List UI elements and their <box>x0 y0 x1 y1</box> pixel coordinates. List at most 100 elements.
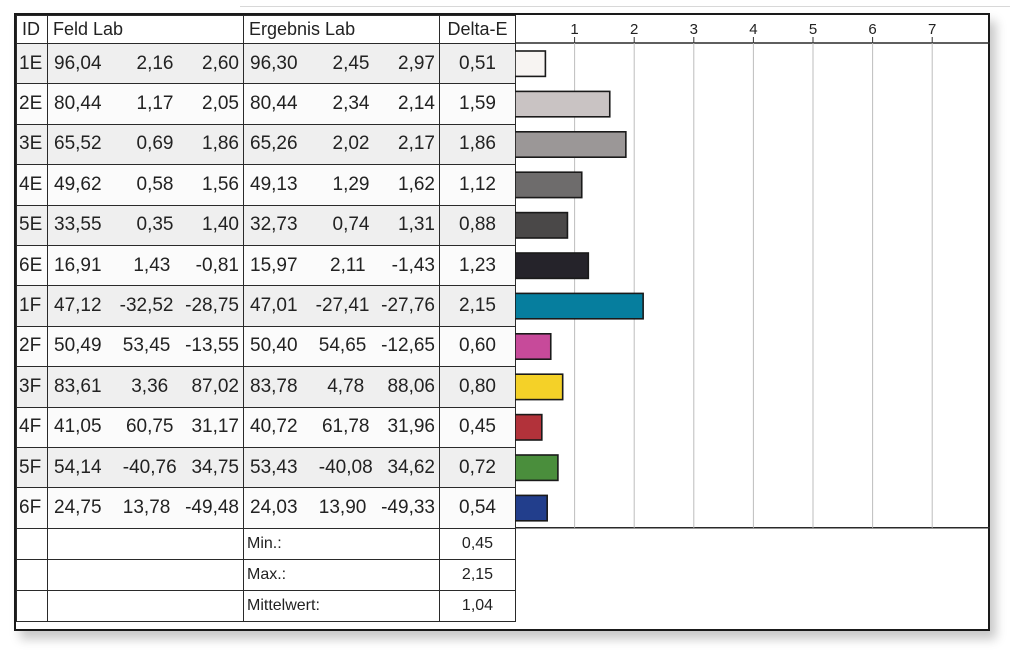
ergebnis-lab-cell: 50,40 54,65 -12,65 <box>243 325 440 368</box>
lab-l-value: 80,44 <box>54 93 102 115</box>
x-tick-label: 3 <box>690 21 698 38</box>
lab-a-value: 13,78 <box>122 496 171 518</box>
ergebnis-lab-cell: 83,78 4,78 88,06 <box>243 366 440 408</box>
table-row: 6F 24,75 13,78 -49,48 24,03 13,90 -49,33 0,54 <box>16 487 516 529</box>
lab-a-value: 13,90 <box>318 496 367 518</box>
summary-label: Min.: <box>243 527 440 560</box>
lab-b-value: 1,86 <box>202 133 239 155</box>
table-row: 5F 54,14 -40,76 34,75 53,43 -40,08 34,62 0,72 <box>16 446 516 489</box>
ergebnis-lab-cell: 24,03 13,90 -49,33 <box>243 487 440 529</box>
delta-e-value: 1,86 <box>439 123 516 166</box>
lab-b-value: 1,56 <box>202 173 239 195</box>
delta-e-value: 0,88 <box>439 204 516 246</box>
table-row: 2E 80,44 1,17 2,05 80,44 2,34 2,14 1,59 <box>16 83 516 125</box>
lab-a-value: 0,35 <box>136 214 174 236</box>
lab-b-value: 87,02 <box>191 375 239 397</box>
empty-cell <box>16 589 48 622</box>
x-tick-label: 5 <box>809 21 817 38</box>
lab-b-value: 2,17 <box>398 133 435 155</box>
header-delta-e: Delta-E <box>439 15 516 44</box>
ergebnis-lab-cell: 80,44 2,34 2,14 <box>243 83 440 125</box>
lab-b-value: 1,62 <box>398 173 435 195</box>
bar-2E <box>515 90 611 118</box>
lab-a-value: 0,74 <box>332 214 370 236</box>
bar-2F <box>515 332 552 360</box>
lab-a-value: 1,43 <box>133 254 171 276</box>
ergebnis-lab-cell: 96,30 2,45 2,97 <box>243 42 440 85</box>
delta-e-value: 2,15 <box>439 285 516 327</box>
row-id: 1F <box>16 285 48 327</box>
delta-e-value: 0,80 <box>439 366 516 408</box>
table-row: 6E 16,91 1,43 -0,81 15,97 2,11 -1,43 1,23 <box>16 244 516 287</box>
lab-l-value: 53,43 <box>250 456 298 478</box>
ergebnis-lab-cell: 65,26 2,02 2,17 <box>243 123 440 166</box>
lab-l-value: 41,05 <box>54 416 102 438</box>
header-feld-lab: Feld Lab <box>47 15 244 44</box>
ergebnis-lab-cell: 47,01 -27,41 -27,76 <box>243 285 440 327</box>
lab-b-value: -49,48 <box>185 496 239 518</box>
lab-l-value: 15,97 <box>250 254 298 276</box>
row-id: 3E <box>16 123 48 166</box>
lab-a-value: 1,29 <box>332 173 370 195</box>
table-row: 4E 49,62 0,58 1,56 49,13 1,29 1,62 1,12 <box>16 164 516 206</box>
lab-b-value: 2,05 <box>202 93 239 115</box>
lab-l-value: 96,30 <box>250 52 298 74</box>
ergebnis-lab-cell: 49,13 1,29 1,62 <box>243 164 440 206</box>
x-tick-label: 2 <box>630 21 638 38</box>
delta-e-value: 0,54 <box>439 487 516 529</box>
summary-row: Min.: 0,45 <box>16 527 516 560</box>
delta-e-report: ID Feld Lab Ergebnis Lab Delta-E 1E 96,04… <box>14 13 990 631</box>
lab-l-value: 65,52 <box>54 133 102 155</box>
table-row: 3E 65,52 0,69 1,86 65,26 2,02 2,17 1,86 <box>16 123 516 166</box>
bar-6E <box>515 252 590 280</box>
x-tick-label: 4 <box>749 21 757 38</box>
row-id: 2E <box>16 83 48 125</box>
lab-a-value: 53,45 <box>122 335 171 357</box>
bar-1F <box>515 292 644 320</box>
lab-b-value: -1,43 <box>391 254 435 276</box>
feld-lab-cell: 83,61 3,36 87,02 <box>47 366 244 408</box>
feld-lab-cell: 54,14 -40,76 34,75 <box>47 446 244 489</box>
summary-value: 2,15 <box>439 558 516 591</box>
table-row: 4F 41,05 60,75 31,17 40,72 61,78 31,96 0,45 <box>16 406 516 448</box>
x-tick-label: 1 <box>570 21 578 38</box>
summary-value: 1,04 <box>439 589 516 622</box>
row-id: 4E <box>16 164 48 206</box>
lab-a-value: 2,16 <box>136 52 174 74</box>
lab-l-value: 80,44 <box>250 93 298 115</box>
lab-a-value: 61,78 <box>321 416 370 438</box>
lab-b-value: 34,62 <box>387 456 435 478</box>
row-id: 5E <box>16 204 48 246</box>
ergebnis-lab-cell: 15,97 2,11 -1,43 <box>243 244 440 287</box>
lab-l-value: 24,75 <box>54 496 102 518</box>
summary-row: Max.: 2,15 <box>16 558 516 591</box>
bar-4E <box>515 171 583 199</box>
delta-e-value: 0,72 <box>439 446 516 489</box>
header-id: ID <box>16 15 48 44</box>
table-row: 1F 47,12 -32,52 -28,75 47,01 -27,41 -27,76 2,15 <box>16 285 516 327</box>
lab-l-value: 83,78 <box>250 375 298 397</box>
lab-b-value: 2,14 <box>398 93 435 115</box>
lab-b-value: 2,97 <box>398 52 435 74</box>
ergebnis-lab-cell: 53,43 -40,08 34,62 <box>243 446 440 489</box>
ergebnis-lab-cell: 40,72 61,78 31,96 <box>243 406 440 448</box>
lab-a-value: -27,41 <box>315 295 370 317</box>
delta-e-value: 0,45 <box>439 406 516 448</box>
summary-row: Mittelwert: 1,04 <box>16 589 516 622</box>
delta-e-bar-chart: 1 2 3 4 5 6 7 <box>515 21 990 529</box>
x-tick-label: 7 <box>928 21 936 38</box>
row-id: 6E <box>16 244 48 287</box>
delta-e-value: 1,12 <box>439 164 516 206</box>
lab-l-value: 50,40 <box>250 335 298 357</box>
lab-a-value: -40,08 <box>318 456 373 478</box>
lab-l-value: 83,61 <box>54 375 102 397</box>
lab-b-value: 34,75 <box>191 456 239 478</box>
lab-b-value: -27,76 <box>381 295 435 317</box>
lab-b-value: -12,65 <box>381 335 435 357</box>
lab-a-value: 2,11 <box>330 254 366 276</box>
x-tick-label: 6 <box>868 21 876 38</box>
feld-lab-cell: 80,44 1,17 2,05 <box>47 83 244 125</box>
header-row: ID Feld Lab Ergebnis Lab Delta-E <box>16 15 516 44</box>
row-id: 2F <box>16 325 48 368</box>
bar-4F <box>515 413 543 441</box>
